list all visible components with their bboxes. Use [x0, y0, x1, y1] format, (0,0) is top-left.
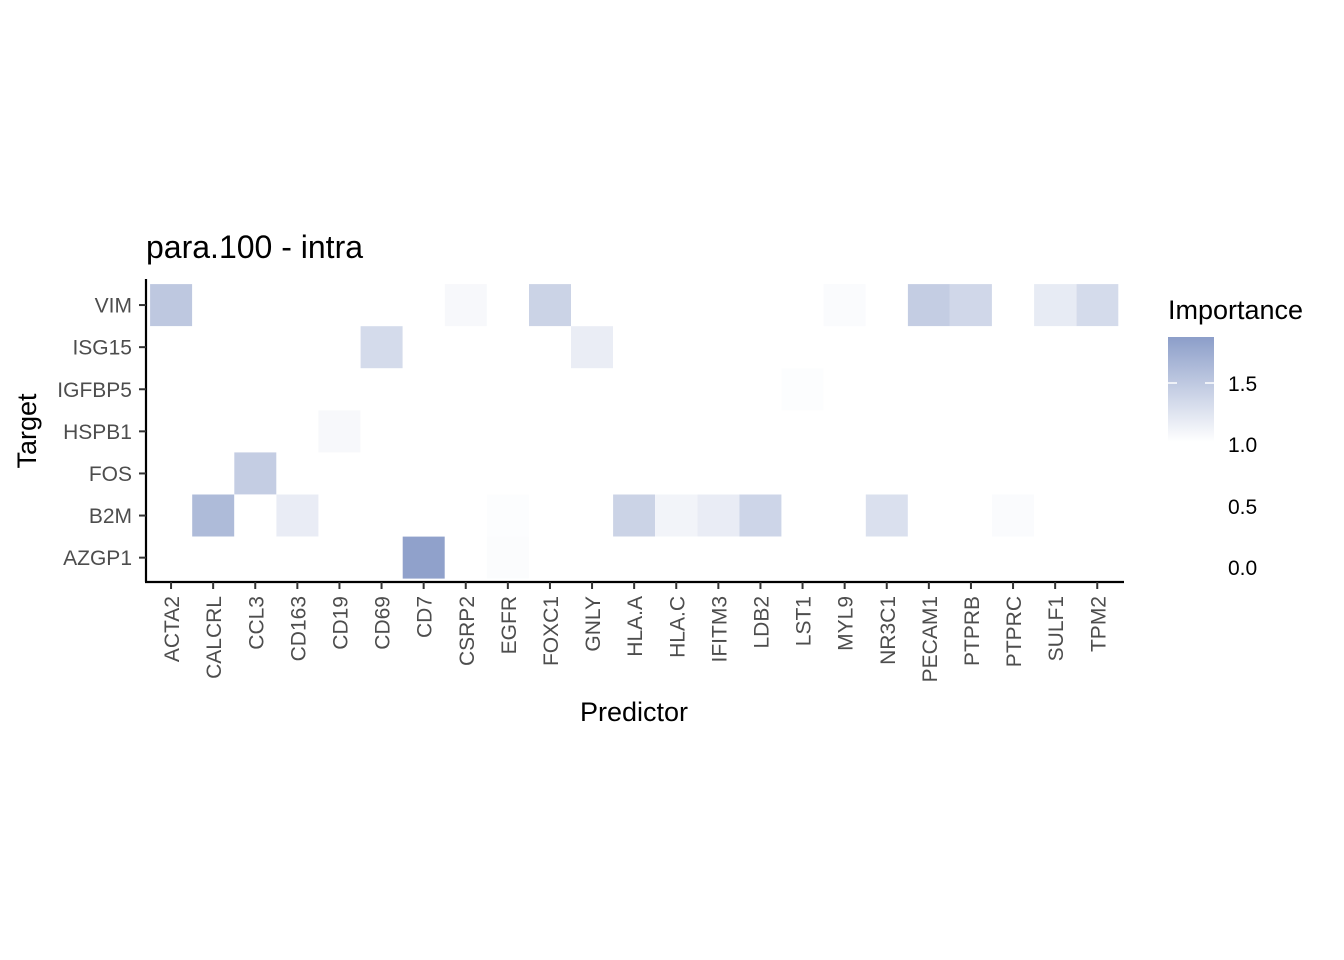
- x-tick-label: LST1: [793, 596, 816, 646]
- y-tick-label: IGFBP5: [57, 379, 132, 402]
- x-tick-label: HLA.C: [666, 596, 689, 658]
- x-tick-label: TPM2: [1087, 596, 1110, 652]
- x-tick-label: FOXC1: [540, 596, 563, 666]
- heatmap-cell-igfbp5-lst1: [781, 368, 824, 411]
- heatmap-cell-hspb1-cd19: [318, 410, 361, 453]
- heatmap-cell-vim-myl9: [823, 284, 866, 327]
- heatmap-cell-b2m-hla-a: [613, 494, 656, 537]
- x-tick-label: HLA.A: [624, 596, 647, 657]
- heatmap-cell-vim-pecam1: [907, 284, 950, 327]
- chart-title: para.100 - intra: [146, 229, 363, 265]
- x-tick-label: NR3C1: [877, 596, 900, 665]
- x-tick-label: IFITM3: [708, 596, 731, 663]
- heatmap-cells: [150, 284, 1119, 579]
- x-tick-label: ACTA2: [161, 596, 184, 662]
- y-axis-ticks: VIM ISG15 IGFBP5 HSPB1 FOS B2M AZGP1: [57, 295, 146, 570]
- x-axis-ticks: ACTA2 CALCRL CCL3 CD163 CD19 CD69 CD7 CSRP2 EGFR…: [161, 582, 1110, 682]
- heatmap-cell-isg15-cd69: [360, 326, 403, 369]
- heatmap-cell-b2m-nr3c1: [865, 494, 908, 537]
- x-axis-title: Predictor: [580, 697, 688, 727]
- y-tick-label: VIM: [95, 295, 132, 318]
- heatmap-cell-b2m-hla-c: [655, 494, 698, 537]
- heatmap-cell-b2m-ptprc: [992, 494, 1034, 537]
- y-tick-label: AZGP1: [63, 547, 132, 570]
- heatmap-cell-vim-foxc1: [529, 284, 571, 327]
- x-tick-label: EGFR: [498, 596, 521, 654]
- legend-label: 1.0: [1228, 434, 1257, 457]
- legend-colorbar: [1168, 337, 1214, 442]
- x-tick-label: CD7: [414, 596, 437, 638]
- heatmap-cell-azgp1-egfr: [486, 536, 529, 579]
- x-tick-label: CALCRL: [203, 596, 226, 679]
- y-tick-label: B2M: [89, 505, 132, 528]
- x-tick-label: SULF1: [1045, 596, 1068, 661]
- heatmap-cell-b2m-ifitm3: [697, 494, 740, 537]
- y-tick-label: FOS: [89, 463, 132, 486]
- y-tick-label: ISG15: [72, 337, 132, 360]
- heatmap-cell-fos-ccl3: [234, 452, 277, 495]
- legend-title: Importance: [1168, 295, 1303, 325]
- legend-label: 0.5: [1228, 496, 1257, 519]
- heatmap-cell-vim-ptprb: [949, 284, 992, 327]
- heatmap-cell-b2m-calcrl: [192, 494, 235, 537]
- heatmap-cell-vim-csrp2: [444, 284, 487, 327]
- legend-labels: 1.5 1.0 0.5 0.0: [1228, 373, 1257, 580]
- heatmap-cell-vim-acta2: [150, 284, 193, 327]
- x-tick-label: PECAM1: [919, 596, 942, 682]
- heatmap-cell-azgp1-cd7: [402, 536, 445, 579]
- y-axis-title: Target: [12, 393, 42, 469]
- x-tick-label: GNLY: [582, 596, 605, 652]
- heatmap-cell-b2m-cd163: [276, 494, 319, 537]
- x-tick-label: CD19: [329, 596, 352, 650]
- heatmap-cell-b2m-egfr: [486, 494, 529, 537]
- legend-label: 0.0: [1228, 557, 1257, 580]
- x-tick-label: LDB2: [750, 596, 773, 649]
- x-tick-label: MYL9: [835, 596, 858, 651]
- color-legend: Importance 1.5 1.0 0.5 0.0: [1168, 295, 1303, 580]
- x-tick-label: PTPRB: [961, 596, 984, 666]
- x-tick-label: PTPRC: [1003, 596, 1026, 667]
- heatmap-cell-vim-tpm2: [1076, 284, 1119, 327]
- heatmap-cell-b2m-ldb2: [739, 494, 782, 537]
- x-tick-label: CD69: [372, 596, 395, 650]
- y-tick-label: HSPB1: [63, 421, 132, 444]
- heatmap-cell-vim-sulf1: [1034, 284, 1077, 327]
- x-tick-label: CD163: [287, 596, 310, 661]
- legend-label: 1.5: [1228, 373, 1257, 396]
- x-tick-label: CSRP2: [456, 596, 479, 666]
- heatmap-cell-isg15-gnly: [571, 326, 613, 369]
- x-tick-label: CCL3: [245, 596, 268, 650]
